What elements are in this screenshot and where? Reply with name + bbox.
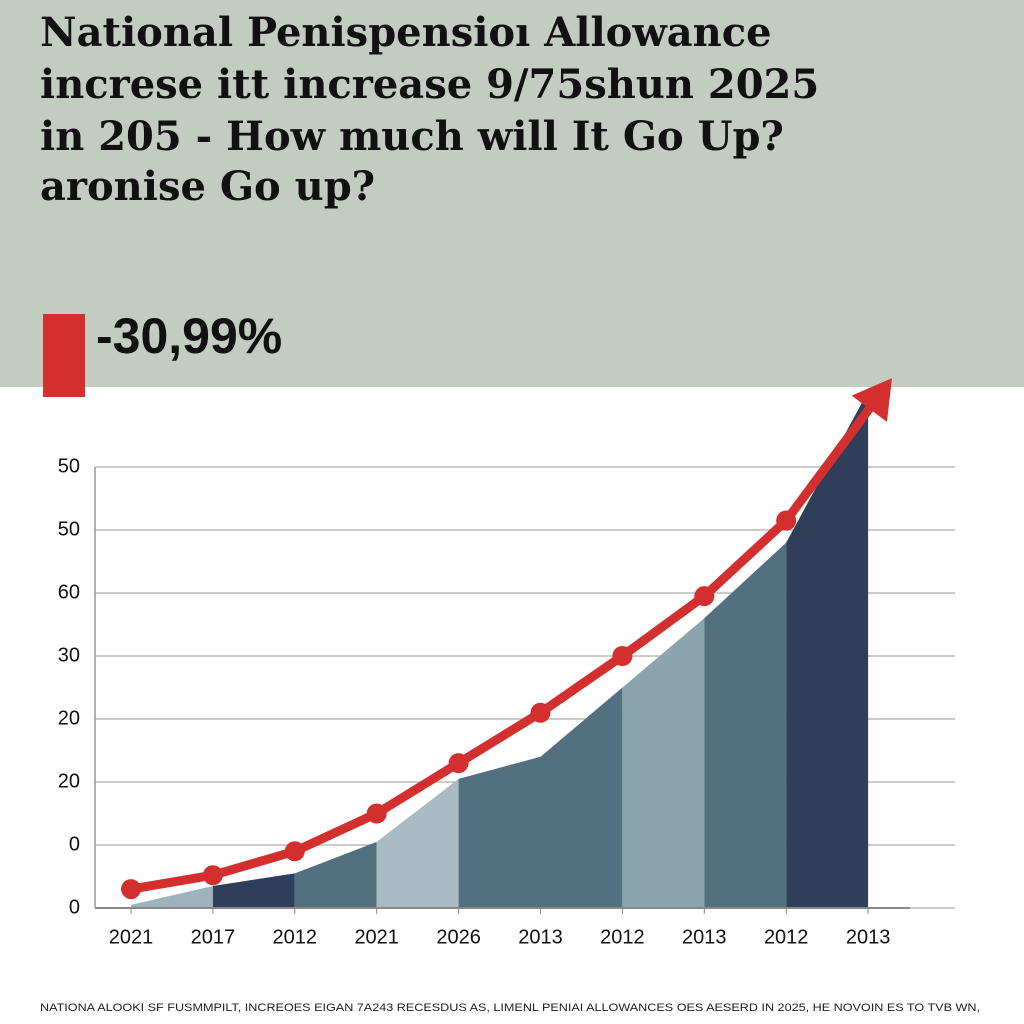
x-tick-label: 2013 — [518, 926, 563, 948]
y-tick-label: 30 — [58, 644, 80, 666]
x-tick-label: 2026 — [436, 926, 481, 948]
x-tick-label: 2021 — [354, 926, 399, 948]
x-tick-label: 2013 — [682, 926, 727, 948]
x-tick-label: 2013 — [846, 926, 891, 948]
line-point — [366, 803, 387, 824]
y-tick-label: 50 — [58, 518, 80, 540]
arrow-head — [851, 378, 892, 422]
line-point — [612, 646, 633, 666]
title-line: aronise Go up? — [40, 163, 375, 210]
line-point — [776, 510, 797, 531]
line-point — [202, 865, 223, 886]
area-segment — [212, 873, 295, 908]
line-point — [284, 841, 305, 862]
area-segment — [294, 841, 377, 908]
x-tick-label: 2021 — [109, 926, 154, 948]
area-segment — [458, 756, 541, 908]
title-line: in 205 - How much will It Go Up? — [40, 113, 784, 160]
y-tick-label: 0 — [69, 833, 80, 855]
area-segment — [131, 885, 213, 908]
callout-marker — [43, 314, 85, 397]
area-segment — [786, 391, 869, 908]
line-point — [448, 753, 469, 774]
y-tick-label: 20 — [58, 707, 80, 729]
x-tick-label: 2017 — [191, 926, 236, 948]
callout: -30,99% — [96, 308, 282, 364]
x-tick-label: 2012 — [764, 926, 809, 948]
y-tick-label: 60 — [58, 581, 80, 603]
y-tick-label: 0 — [69, 896, 80, 918]
header-band — [0, 0, 1024, 387]
area-segment — [376, 778, 459, 908]
line — [130, 407, 872, 894]
line-point — [121, 879, 141, 900]
line-point — [694, 586, 715, 607]
area-segment — [622, 618, 705, 908]
area-segment — [540, 687, 623, 908]
area-segment — [704, 542, 787, 908]
title-line: increse itt increase 9/75shun 2025 — [40, 61, 819, 108]
line-point — [530, 702, 551, 723]
y-tick-label: 50 — [58, 455, 80, 477]
title-line: National Penispensioı Allowance — [40, 9, 772, 56]
x-tick-label: 2012 — [273, 926, 318, 948]
x-tick-label: 2012 — [600, 926, 645, 948]
y-tick-label: 20 — [58, 770, 80, 792]
footnote: NATIONA ALOOKI SF FUSMMPILT, INCREOES EI… — [40, 1002, 980, 1014]
